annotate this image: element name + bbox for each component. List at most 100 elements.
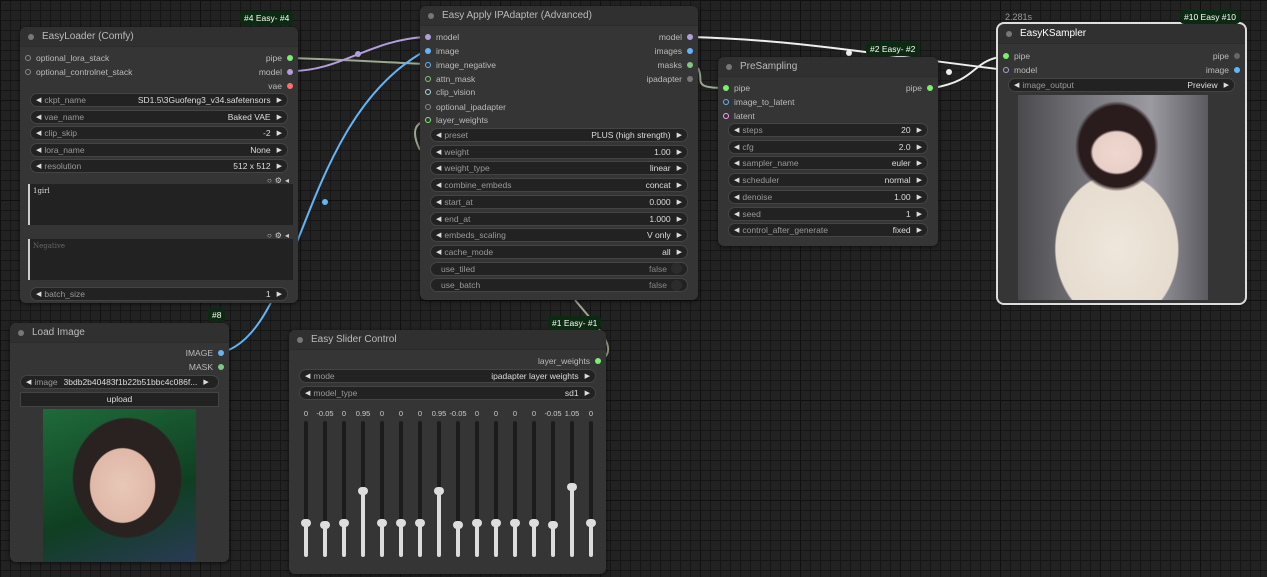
widget-control-after-generate[interactable]: ◀ control_after_generate fixed ▶	[728, 223, 928, 238]
load-image-node[interactable]: Load Image IMAGE MASK ◀ image 3bdb2b40483f…	[10, 323, 229, 562]
output-model[interactable]: model	[259, 66, 293, 78]
input-pipe[interactable]: pipe	[1003, 50, 1030, 62]
arrow-right-icon[interactable]: ▶	[676, 198, 682, 206]
slider-thumb[interactable]	[396, 519, 406, 527]
output-layer-weights[interactable]: layer_weights	[538, 355, 601, 367]
input-clip-vision[interactable]: clip_vision	[425, 86, 475, 98]
output-image[interactable]: image	[1206, 64, 1240, 76]
widget-start-at[interactable]: ◀ start_at 0.000 ▶	[430, 194, 688, 209]
slider-track[interactable]	[475, 421, 479, 557]
node-title[interactable]: EasyLoader (Comfy)	[20, 27, 298, 47]
presampling-node[interactable]: PreSampling pipe image_to_latent latent …	[718, 57, 938, 246]
arrow-right-icon[interactable]: ▶	[676, 215, 682, 223]
arrow-left-icon[interactable]: ◀	[734, 210, 740, 218]
arrow-right-icon[interactable]: ▶	[276, 97, 282, 104]
layer-weight-slider[interactable]: 0	[510, 409, 520, 559]
widget-cfg[interactable]: ◀ cfg 2.0 ▶	[728, 139, 928, 154]
slider-thumb[interactable]	[301, 519, 311, 527]
collapse-dot-icon[interactable]	[1006, 30, 1012, 37]
arrow-right-icon[interactable]: ▶	[676, 248, 682, 256]
slider-control-node[interactable]: Easy Slider Control layer_weights ◀ mode i…	[289, 330, 606, 574]
toggle-use-batch[interactable]: use_batch false	[430, 278, 688, 293]
layer-weight-slider[interactable]: 0	[301, 409, 311, 559]
arrow-left-icon[interactable]: ◀	[734, 193, 740, 201]
arrow-right-icon[interactable]: ▶	[276, 163, 282, 170]
slider-track[interactable]	[532, 421, 536, 557]
widget-batch-size[interactable]: ◀ batch_size 1 ▶	[30, 287, 288, 301]
arrow-right-icon[interactable]: ▶	[676, 165, 682, 173]
slider-track[interactable]	[494, 421, 498, 557]
arrow-left-icon[interactable]: ◀	[36, 291, 42, 298]
widget-denoise[interactable]: ◀ denoise 1.00 ▶	[728, 189, 928, 204]
input-model[interactable]: model	[425, 31, 459, 43]
slider-thumb[interactable]	[510, 519, 520, 527]
slider-thumb[interactable]	[415, 519, 425, 527]
node-title[interactable]: Easy Slider Control	[289, 330, 606, 350]
widget-steps[interactable]: ◀ steps 20 ▶	[728, 123, 928, 137]
slider-thumb[interactable]	[434, 486, 444, 495]
layer-weight-slider[interactable]: -0.05	[449, 409, 467, 559]
arrow-right-icon[interactable]: ▶	[1223, 82, 1229, 89]
arrow-right-icon[interactable]: ▶	[916, 227, 922, 235]
arrow-right-icon[interactable]: ▶	[203, 379, 209, 386]
input-attn-mask[interactable]: attn_mask	[425, 73, 475, 85]
widget-image-output[interactable]: ◀ image_output Preview ▶	[1008, 78, 1235, 92]
arrow-left-icon[interactable]: ◀	[734, 227, 740, 235]
toggle-knob[interactable]	[671, 263, 682, 275]
arrow-left-icon[interactable]: ◀	[436, 215, 442, 223]
arrow-right-icon[interactable]: ▶	[276, 130, 282, 137]
slider-track[interactable]	[342, 421, 346, 557]
layer-weight-slider[interactable]: 0	[396, 409, 406, 559]
slider-thumb[interactable]	[472, 519, 482, 527]
arrow-right-icon[interactable]: ▶	[584, 373, 590, 380]
widget-cache-mode[interactable]: ◀ cache_mode all ▶	[430, 244, 688, 259]
arrow-right-icon[interactable]: ▶	[676, 148, 682, 156]
positive-prompt-textarea[interactable]: 1girl	[28, 184, 293, 225]
slider-track[interactable]	[589, 421, 593, 557]
arrow-left-icon[interactable]: ◀	[734, 127, 740, 134]
input-image-to-latent[interactable]: image_to_latent	[723, 96, 795, 108]
arrow-left-icon[interactable]: ◀	[305, 390, 311, 397]
slider-track[interactable]	[399, 421, 403, 557]
toggle-use-tiled[interactable]: use_tiled false	[430, 261, 688, 276]
slider-thumb[interactable]	[548, 520, 558, 529]
slider-track[interactable]	[456, 421, 460, 557]
arrow-left-icon[interactable]: ◀	[36, 97, 42, 104]
layer-weight-slider[interactable]: 0.95	[432, 409, 446, 559]
arrow-right-icon[interactable]: ▶	[916, 127, 922, 134]
arrow-left-icon[interactable]: ◀	[26, 379, 32, 386]
widget-mode[interactable]: ◀ mode ipadapter layer weights ▶	[299, 369, 596, 383]
layer-weight-slider[interactable]: -0.05	[544, 409, 562, 559]
arrow-right-icon[interactable]: ▶	[916, 193, 922, 201]
widget-scheduler[interactable]: ◀ scheduler normal ▶	[728, 173, 928, 188]
output-image[interactable]: IMAGE	[186, 347, 224, 359]
arrow-left-icon[interactable]: ◀	[436, 232, 442, 240]
layer-weight-slider[interactable]: 0	[586, 409, 596, 559]
arrow-right-icon[interactable]: ▶	[916, 143, 922, 151]
input-image[interactable]: image	[425, 45, 459, 57]
arrow-right-icon[interactable]: ▶	[916, 160, 922, 168]
layer-weight-slider[interactable]: -0.05	[316, 409, 334, 559]
easyloader-node[interactable]: EasyLoader (Comfy) optional_lora_stack o…	[20, 27, 298, 303]
input-layer-weights[interactable]: layer_weights	[425, 114, 488, 126]
arrow-right-icon[interactable]: ▶	[676, 132, 682, 139]
arrow-right-icon[interactable]: ▶	[676, 182, 682, 190]
arrow-left-icon[interactable]: ◀	[1014, 82, 1020, 89]
output-pipe[interactable]: pipe	[266, 52, 293, 64]
input-model[interactable]: model	[1003, 64, 1037, 76]
collapse-dot-icon[interactable]	[726, 63, 732, 70]
collapse-dot-icon[interactable]	[297, 336, 303, 343]
arrow-right-icon[interactable]: ▶	[916, 210, 922, 218]
widget-vae-name[interactable]: ◀ vae_name Baked VAE ▶	[30, 110, 288, 124]
slider-track[interactable]	[380, 421, 384, 557]
slider-thumb[interactable]	[567, 483, 577, 492]
arrow-right-icon[interactable]: ▶	[276, 147, 282, 154]
output-model[interactable]: model	[659, 31, 693, 43]
ipadapter-node[interactable]: Easy Apply IPAdapter (Advanced) model im…	[420, 6, 698, 300]
arrow-right-icon[interactable]: ▶	[916, 177, 922, 185]
output-pipe[interactable]: pipe	[906, 82, 933, 94]
arrow-right-icon[interactable]: ▶	[584, 390, 590, 397]
slider-thumb[interactable]	[529, 519, 539, 527]
widget-combine-embeds[interactable]: ◀ combine_embeds concat ▶	[430, 178, 688, 193]
node-title[interactable]: PreSampling	[718, 57, 938, 77]
